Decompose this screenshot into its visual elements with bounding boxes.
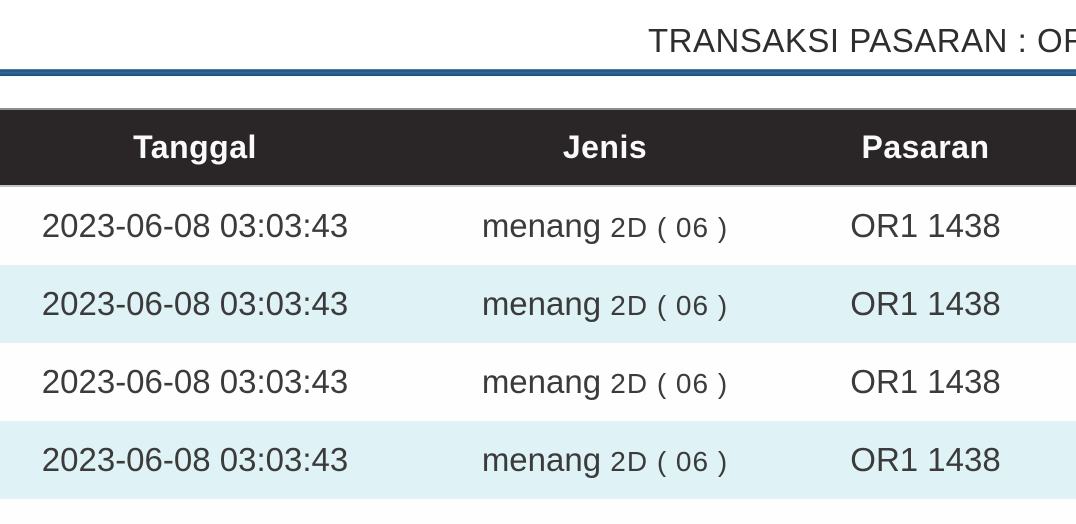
table-body: 2023-06-08 03:03:43 menang 2D ( 06 ) OR1…: [0, 186, 1076, 524]
table-row: 2023-06-08 03:03:43 menang 2D ( 06 ) OR1…: [0, 343, 1076, 421]
table-row: 2023-06-08 03:03:43 menang 2D ( 06 ) OR1…: [0, 265, 1076, 343]
table-row: 2023-06-08 03:03:43 menang 2D ( 06 ) OR1…: [0, 499, 1076, 524]
column-header-jenis: Jenis: [562, 129, 648, 165]
cell-jenis: menang 2D ( 06 ): [390, 499, 820, 524]
page-title: TRANSAKSI PASARAN : OR: [648, 22, 1076, 59]
jenis-detail: 2D ( 06 ): [610, 212, 729, 243]
title-divider: [0, 69, 1076, 76]
jenis-detail: 2D ( 06 ): [610, 446, 729, 477]
transactions-table: Tanggal Jenis Pasaran 2023-06-08 03:03:4…: [0, 108, 1076, 524]
jenis-type: menang: [482, 519, 601, 524]
cell-tanggal: 2023-06-08 03:03:43: [41, 285, 349, 322]
column-header-tanggal: Tanggal: [133, 129, 257, 165]
cell-pasaran: OR1 1438: [820, 499, 1076, 524]
jenis-detail: 2D ( 06 ): [610, 290, 729, 321]
cell-pasaran: OR1 1438: [850, 363, 1001, 400]
jenis-detail: 2D ( 06 ): [610, 368, 729, 399]
cell-jenis: menang 2D ( 06 ): [390, 265, 820, 343]
cell-jenis: menang 2D ( 06 ): [390, 343, 820, 421]
jenis-type: menang: [481, 363, 602, 400]
table-row: 2023-06-08 03:03:43 menang 2D ( 06 ) OR1…: [0, 186, 1076, 265]
cell-pasaran: OR1 1438: [850, 441, 1001, 478]
cell-tanggal: 2023-06-08 03:03:43: [41, 441, 349, 478]
cell-pasaran: OR1 1438: [850, 207, 1001, 244]
cell-tanggal: 2023-06-08 03:03:43: [41, 363, 349, 400]
column-header-pasaran: Pasaran: [861, 129, 990, 165]
jenis-type: menang: [481, 441, 602, 478]
jenis-type: menang: [481, 207, 602, 244]
cell-pasaran: OR1 1438: [850, 285, 1001, 322]
cell-jenis: menang 2D ( 06 ): [390, 186, 820, 265]
cell-tanggal: 2023-06-08 03:03:43: [41, 207, 349, 244]
table-header-row: Tanggal Jenis Pasaran: [0, 109, 1076, 186]
cell-tanggal: 2023-06-08 03:03:43: [0, 499, 390, 524]
jenis-type: menang: [481, 285, 602, 322]
table-row: 2023-06-08 03:03:43 menang 2D ( 06 ) OR1…: [0, 421, 1076, 499]
cell-jenis: menang 2D ( 06 ): [390, 421, 820, 499]
